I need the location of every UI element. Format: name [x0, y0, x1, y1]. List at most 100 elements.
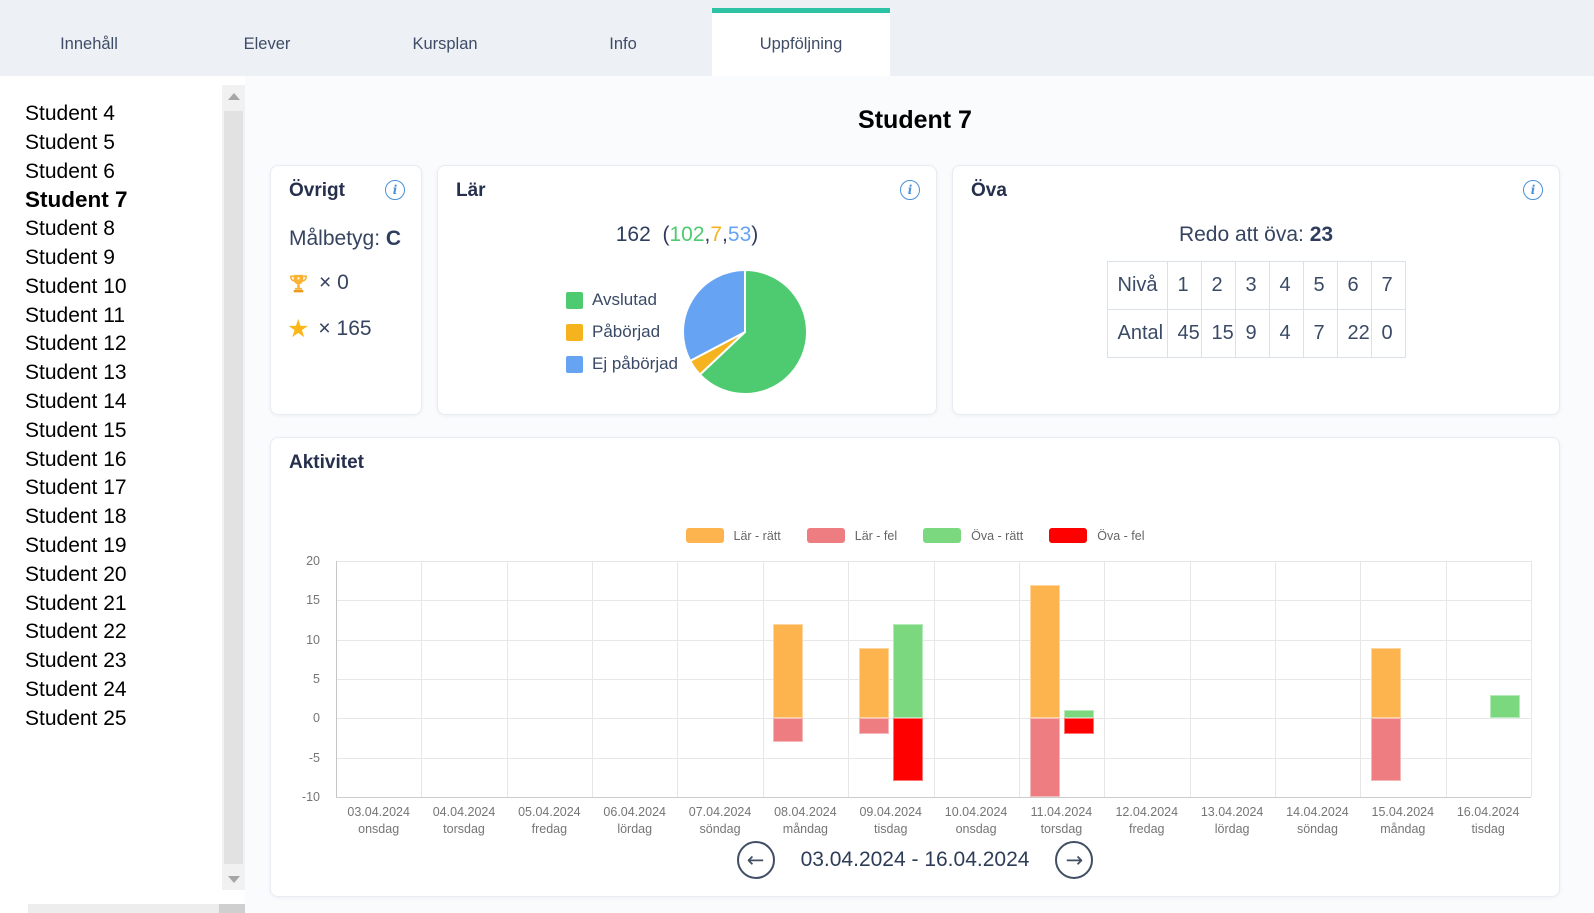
gridline-v: [592, 561, 594, 797]
sidebar-item-student-4[interactable]: Student 4: [25, 102, 115, 125]
x-tick-label-04-04-2024: 04.04.2024 torsdag: [421, 804, 506, 838]
gridline-v: [762, 561, 764, 797]
sidebar-item-student-24[interactable]: Student 24: [25, 677, 127, 701]
sidebar-item-student-17[interactable]: Student 17: [25, 476, 127, 500]
x-tick-date: 13.04.2024: [1200, 805, 1264, 819]
sidebar-item-student-7[interactable]: Student 7: [25, 187, 128, 213]
x-tick-weekday: tisdag: [1471, 822, 1505, 836]
ova-table-rowheader: Antal: [1106, 309, 1168, 358]
gridline-v: [1445, 561, 1447, 797]
sidebar-item-student-21[interactable]: Student 21: [25, 591, 127, 615]
paren: ): [751, 223, 759, 246]
sidebar-item-student-11[interactable]: Student 11: [25, 303, 126, 327]
tab-innehall[interactable]: Innehåll: [0, 0, 178, 76]
triangle-up-icon: [227, 92, 240, 100]
tab-kursplan[interactable]: Kursplan: [356, 0, 534, 76]
info-icon[interactable]: i: [900, 180, 920, 200]
ova-count-cell: 45: [1166, 309, 1202, 358]
x-tick-weekday: måndag: [782, 822, 828, 836]
gridline-v: [1189, 561, 1191, 797]
lar-counts: 162 (102,7,53): [438, 223, 936, 247]
sidebar-item-student-6[interactable]: Student 6: [25, 159, 115, 183]
y-tick-label: 20: [306, 554, 320, 568]
trophy-icon: [290, 274, 307, 292]
sidebar-item-student-5[interactable]: Student 5: [25, 130, 115, 154]
sidebar-item-student-12[interactable]: Student 12: [25, 332, 127, 356]
activity-card: Aktivitet Lär - rätt Lär - fel Öva - rätt Ö…: [270, 437, 1560, 897]
scroll-up-button[interactable]: [222, 85, 245, 107]
arrow-left-icon: ←: [746, 848, 765, 872]
activity-bar-chart: [336, 561, 1532, 798]
prev-period-button[interactable]: ←: [736, 841, 775, 879]
scrollbar-thumb[interactable]: [224, 111, 243, 864]
sidebar-item-student-15[interactable]: Student 15: [25, 418, 127, 442]
activity-legend-item-ova-fel: Öva - fel: [1049, 528, 1144, 543]
sidebar-item-student-19[interactable]: Student 19: [25, 533, 127, 557]
horizontal-scrollbar[interactable]: [28, 904, 245, 913]
lar-count-ej-paborjad: 53: [727, 223, 752, 246]
horizontal-scrollbar-thumb[interactable]: [219, 904, 245, 913]
tab-label: Elever: [243, 34, 291, 53]
bar-ova-ratt-16-04-2024: [1490, 694, 1521, 719]
x-tick-date: 06.04.2024: [603, 805, 666, 819]
info-icon[interactable]: i: [385, 180, 405, 200]
bar-lar-ratt-09-04-2024: [858, 647, 889, 719]
sidebar-item-student-13[interactable]: Student 13: [25, 361, 127, 385]
sidebar-item-student-8[interactable]: Student 8: [25, 217, 115, 241]
bar-lar-ratt-08-04-2024: [773, 623, 804, 719]
next-period-button[interactable]: →: [1055, 841, 1094, 879]
x-tick-label-06-04-2024: 06.04.2024 lördag: [592, 804, 677, 838]
sidebar-item-student-20[interactable]: Student 20: [25, 562, 127, 586]
x-tick-weekday: söndag: [699, 822, 741, 836]
info-icon[interactable]: i: [1523, 180, 1543, 200]
sidebar-item-student-18[interactable]: Student 18: [25, 505, 127, 529]
arrow-right-icon: →: [1065, 848, 1084, 872]
pie-slice-avslutad: [698, 268, 808, 395]
bar-lar-ratt-15-04-2024: [1370, 647, 1401, 719]
date-range-label: 03.04.2024 - 16.04.2024: [800, 848, 1030, 871]
gridline-v: [677, 561, 679, 797]
x-tick-label-05-04-2024: 05.04.2024 fredag: [507, 804, 592, 838]
tab-elever[interactable]: Elever: [178, 0, 356, 76]
legend-swatch: [806, 528, 845, 543]
malbetyg-label: Målbetyg:: [289, 227, 381, 250]
ova-card-title: Öva: [971, 180, 1007, 201]
main-content: Student 7 Övrigt i Målbetyg: C × 0 ★ × 1…: [245, 76, 1594, 913]
star-row: ★ × 165: [287, 314, 421, 343]
sidebar-item-student-9[interactable]: Student 9: [25, 245, 115, 269]
tab-bar: Innehåll Elever Kursplan Info Uppföljning: [0, 0, 1594, 76]
bar-ova-ratt-11-04-2024: [1063, 710, 1094, 719]
y-tick-label: -10: [301, 790, 320, 804]
sidebar-item-student-22[interactable]: Student 22: [25, 620, 127, 644]
sidebar-item-student-14[interactable]: Student 14: [25, 389, 127, 413]
y-axis-labels: 20 15 10 5 0 -5 -10: [271, 554, 328, 804]
legend-swatch: [1049, 528, 1088, 543]
redo-value: 23: [1309, 223, 1334, 246]
tab-info[interactable]: Info: [534, 0, 712, 76]
sidebar-item-student-10[interactable]: Student 10: [25, 274, 127, 298]
paren: (: [662, 223, 670, 246]
trophy-count: × 0: [319, 271, 349, 294]
gridline-v: [421, 561, 423, 797]
activity-card-title: Aktivitet: [289, 452, 364, 473]
legend-label: Avslutad: [592, 290, 657, 309]
tab-uppfoljning[interactable]: Uppföljning: [712, 8, 890, 76]
malbetyg-value: C: [385, 227, 402, 250]
sidebar-item-student-16[interactable]: Student 16: [25, 447, 127, 471]
x-tick-weekday: söndag: [1296, 822, 1338, 836]
ova-count-cell: 0: [1370, 309, 1406, 358]
scroll-down-button[interactable]: [222, 868, 245, 890]
legend-label: Ej påbörjad: [592, 354, 679, 373]
sidebar-item-student-23[interactable]: Student 23: [25, 649, 127, 673]
legend-label: Lär - fel: [854, 528, 898, 543]
legend-label: Påbörjad: [592, 322, 661, 341]
lar-card: Lär i 162 (102,7,53) Avslutad Påbörjad Ej …: [437, 165, 937, 415]
star-count: × 165: [318, 317, 372, 340]
pie-legend-item-paborjad: Påbörjad: [566, 320, 678, 344]
sidebar-item-student-25[interactable]: Student 25: [25, 706, 127, 730]
ova-count-cell: 7: [1302, 309, 1338, 358]
tab-label: Innehåll: [60, 34, 118, 53]
x-tick-date: 11.04.2024: [1030, 805, 1093, 819]
star-icon: ★: [287, 314, 310, 343]
sidebar-scrollbar[interactable]: [222, 85, 245, 890]
